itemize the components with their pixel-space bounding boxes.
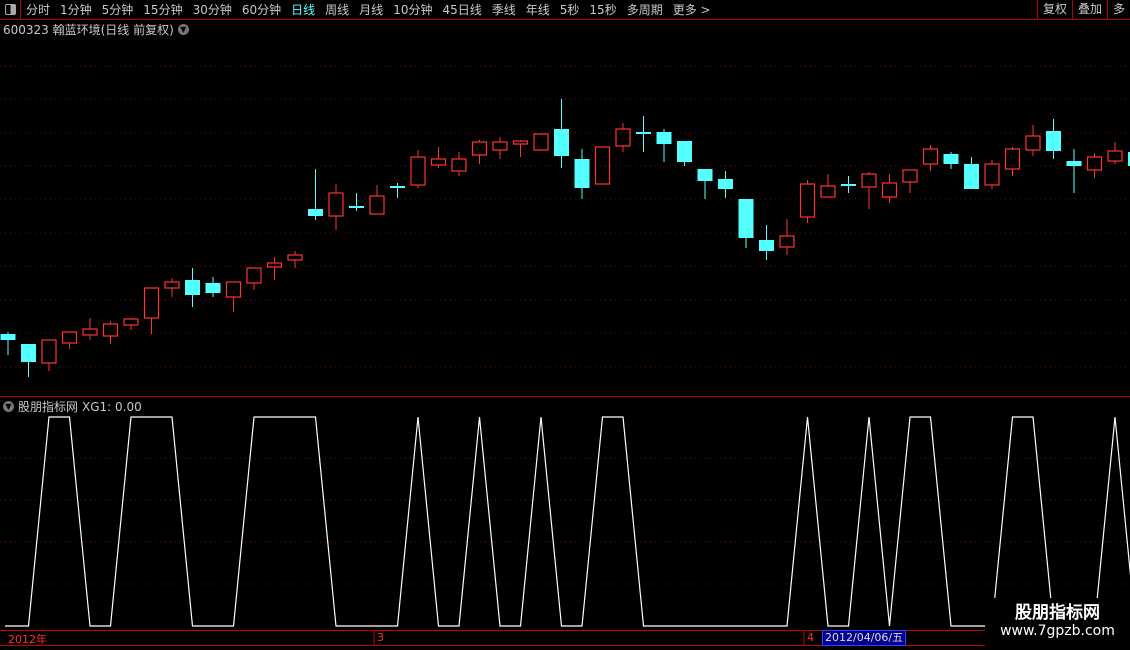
candle-down [759, 240, 774, 251]
candle-down [0, 334, 16, 340]
candle-down [943, 154, 959, 164]
cursor-date: 2012/04/06/五 [822, 630, 907, 646]
date-label-march: 3 [377, 631, 384, 644]
candle-up [123, 318, 139, 326]
period-tab[interactable]: 年线 [525, 3, 550, 17]
candle-up [1086, 156, 1103, 171]
candle-up [246, 267, 262, 284]
candle-up [266, 262, 283, 268]
chart-header: 600323 翰蓝环境(日线 前复权) ▼ [3, 21, 189, 38]
tab-fuquan[interactable]: 复权 [1036, 0, 1072, 19]
candle-up [1004, 148, 1021, 170]
period-tabs: 分时 1分钟 5分钟 15分钟 30分钟 60分钟 日线 周线 月线 10分钟 45日线 季线 年线 5秒… [21, 1, 716, 18]
candle-down [964, 164, 979, 189]
candle-up [1025, 135, 1041, 151]
period-tab[interactable]: 60分钟 [241, 3, 282, 17]
candle-up [287, 254, 303, 261]
period-tab[interactable]: 周线 [325, 3, 350, 17]
candle-up [410, 156, 426, 186]
period-tab[interactable]: 分时 [26, 3, 51, 17]
candle-up [779, 235, 795, 248]
candle-down [841, 184, 856, 186]
candle-up [61, 331, 78, 344]
candle-down [697, 169, 713, 181]
period-tab[interactable]: 1分钟 [60, 3, 92, 17]
candle-up [451, 158, 467, 172]
candle-up [471, 141, 488, 156]
candle-down [205, 283, 221, 293]
watermark: 股朋指标网 www.7gpzb.com [985, 598, 1130, 646]
candle-down [718, 179, 733, 189]
indicator-readout: XG1: 0.00 [82, 399, 142, 414]
candle-up [1107, 150, 1123, 162]
candle-up [369, 195, 385, 215]
period-tab[interactable]: 5秒 [559, 3, 580, 17]
period-tab[interactable]: 季线 [491, 3, 516, 17]
candle-down [185, 280, 200, 295]
candle-down [554, 129, 569, 156]
right-tabs: 复权 叠加 多 [1036, 0, 1130, 19]
tab-overlay[interactable]: 叠加 [1071, 0, 1107, 19]
candle-up [41, 339, 57, 364]
candle-down [1066, 161, 1082, 166]
chevron-down-icon[interactable]: ▼ [3, 401, 14, 412]
candle-up [820, 185, 836, 198]
date-label-april: 4 [807, 631, 814, 644]
period-tab[interactable]: 15秒 [589, 3, 617, 17]
candle-down [738, 199, 754, 238]
period-tab[interactable]: 日线 [291, 3, 316, 17]
candle-up [225, 281, 242, 298]
candle-up [164, 281, 180, 289]
panel-toggle-button[interactable] [0, 0, 21, 19]
candle-up [902, 169, 918, 183]
period-tab[interactable]: 45日线 [442, 3, 482, 17]
candle-down [308, 209, 323, 216]
candle-up [328, 192, 344, 217]
period-tab[interactable]: 30分钟 [192, 3, 232, 17]
period-tab[interactable]: 多周期 [626, 3, 663, 17]
indicator-name: 股朋指标网 [18, 400, 79, 414]
candle-up [922, 148, 939, 165]
candle-down [21, 344, 36, 362]
stock-title: 600323 翰蓝环境(日线 前复权) [3, 23, 174, 37]
period-tab[interactable]: 15分钟 [143, 3, 183, 17]
candle-up [861, 173, 877, 188]
period-tab[interactable]: 月线 [359, 3, 384, 17]
candle-up [512, 140, 529, 145]
candle-up [143, 287, 160, 319]
candle-down [574, 159, 590, 188]
candle-down [1046, 131, 1061, 151]
candle-up [533, 133, 549, 151]
candle-down [390, 186, 405, 188]
xg1-line [5, 416, 1130, 627]
period-tab[interactable]: 更多 > [672, 3, 711, 17]
candle-up [881, 182, 898, 198]
candle-up [984, 163, 1000, 186]
candle-up [430, 158, 447, 166]
period-tab[interactable]: 10分钟 [393, 3, 433, 17]
candle-down [656, 132, 672, 144]
candle-down [677, 141, 692, 162]
period-toolbar: 分时 1分钟 5分钟 15分钟 30分钟 60分钟 日线 周线 月线 10分钟 45日线 季线 年线 5秒… [0, 0, 1130, 20]
candle-up [799, 183, 816, 218]
date-label-year: 2012年 [8, 633, 47, 646]
watermark-url: www.7gpzb.com [1000, 623, 1115, 639]
candle-up [102, 323, 119, 337]
tab-multi[interactable]: 多 [1106, 0, 1130, 19]
chevron-down-icon[interactable]: ▼ [177, 24, 189, 35]
indicator-header: ▼ 股朋指标网 XG1: 0.00 [3, 398, 142, 415]
candle-down [636, 132, 651, 134]
candle-down [1128, 152, 1130, 166]
panel-toggle-icon [4, 4, 16, 15]
watermark-name: 股朋指标网 [1015, 603, 1100, 623]
period-tab[interactable]: 5分钟 [101, 3, 134, 17]
candle-up [594, 146, 611, 185]
candle-up [82, 328, 98, 336]
candle-down [349, 206, 364, 208]
candle-up [492, 141, 508, 151]
candle-up [615, 128, 631, 147]
